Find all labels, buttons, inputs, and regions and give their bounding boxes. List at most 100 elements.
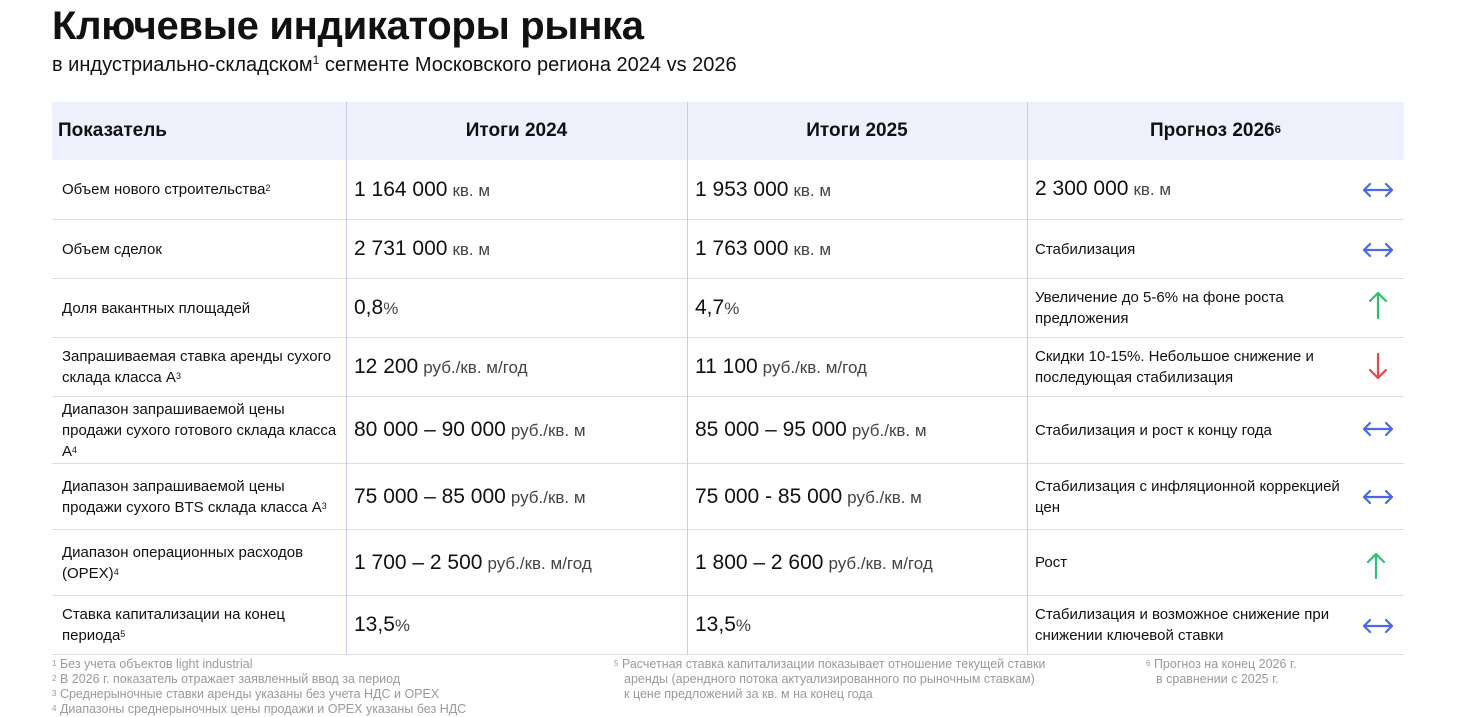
- footnote-text: Прогноз на конец 2026 г.: [1153, 657, 1297, 671]
- table-cell: Стабилизация и рост к концу года: [1027, 397, 1404, 464]
- table-cell: 4,7%: [687, 279, 1027, 338]
- column-separator: [687, 102, 688, 655]
- table-cell: Диапазон операционных расходов (OPEX)4: [52, 530, 346, 596]
- footnote-ref: 6: [1274, 123, 1281, 136]
- table-cell: Объем сделок: [52, 220, 346, 279]
- forecast-text: Увеличение до 5-6% на фоне роста предлож…: [1035, 289, 1284, 327]
- forecast-text: Стабилизация: [1035, 240, 1136, 258]
- value: 13,5%: [695, 613, 751, 637]
- value-number: 13,5: [695, 613, 736, 636]
- row-label: Запрашиваемая ставка аренды сухого склад…: [62, 346, 338, 388]
- value: 75 000 – 85 000 руб./кв. м: [354, 485, 586, 509]
- footnote-line: аренды (арендного потока актуализированн…: [614, 672, 1045, 687]
- table-cell: Увеличение до 5-6% на фоне роста предлож…: [1027, 279, 1404, 338]
- footnote-ref: 3: [175, 371, 181, 382]
- value: 11 100 руб./кв. м/год: [695, 355, 867, 379]
- footnote-text: Расчетная ставка капитализации показывае…: [621, 657, 1046, 671]
- value-number: 1 164 000: [354, 177, 448, 201]
- header-text: Итоги 2025: [806, 120, 908, 141]
- forecast-text: Рост: [1035, 554, 1068, 571]
- table-cell: 1 953 000 кв. м: [687, 160, 1027, 220]
- table-cell: 80 000 – 90 000 руб./кв. м: [346, 397, 687, 464]
- table-cell: 13,5%: [346, 596, 687, 655]
- value: 1 700 – 2 500 руб./кв. м/год: [354, 551, 592, 575]
- footnote-line: 1 Без учета объектов light industrial: [52, 657, 466, 672]
- arrow-down: [1368, 352, 1388, 380]
- table-cell: Объем нового строительства2: [52, 160, 346, 220]
- table-cell: 13,5%: [687, 596, 1027, 655]
- footnote-mark: 1: [52, 659, 57, 669]
- label-text: Диапазон запрашиваемой цены продажи сухо…: [62, 400, 337, 460]
- forecast-text: Скидки 10-15%. Небольшое снижение и посл…: [1035, 348, 1314, 386]
- row-label: Объем нового строительства2: [62, 179, 270, 200]
- row-label: Объем сделок: [62, 239, 162, 260]
- forecast-text: Стабилизация с инфляционной коррекцией ц…: [1035, 477, 1340, 516]
- arrow-up: [1368, 291, 1388, 320]
- label-text: Ставка капитализации на конец периода: [62, 606, 285, 644]
- footnote-line: 4 Диапазоны среднерыночных цены продажи …: [52, 702, 466, 717]
- arrow-both: [1362, 421, 1394, 437]
- footnote-column: 5 Расчетная ставка капитализации показыв…: [614, 657, 1045, 702]
- header-text: Прогноз 2026: [1150, 120, 1275, 141]
- table-cell: Скидки 10-15%. Небольшое снижение и посл…: [1027, 338, 1404, 397]
- footnote-column: 6 Прогноз на конец 2026 г. в сравнении с …: [1146, 657, 1296, 687]
- footnote-text: аренды (арендного потока актуализированн…: [624, 672, 1035, 686]
- footnote-ref: 4: [72, 444, 78, 455]
- value: 80 000 – 90 000 руб./кв. м: [354, 418, 586, 442]
- value-unit: руб./кв. м: [510, 487, 586, 507]
- value-number: 85 000 – 95 000: [695, 418, 847, 441]
- label-text: Объем сделок: [62, 240, 162, 258]
- value-number: 1 800 – 2 600: [695, 550, 824, 574]
- trend-icons: [1362, 182, 1394, 634]
- value: 2 731 000 кв. м: [354, 237, 490, 261]
- footnote-column: 1 Без учета объектов light industrial 2 В…: [52, 657, 466, 717]
- value-unit: кв. м: [452, 240, 491, 259]
- footnote-line: в сравнении с 2025 г.: [1146, 672, 1296, 687]
- table-cell: 12 200 руб./кв. м/год: [346, 338, 687, 397]
- footnote-ref: 3: [321, 500, 327, 511]
- header-cell: Прогноз 2026 6: [1027, 102, 1404, 160]
- subtitle-text: сегменте Московского региона 2024 vs 202…: [324, 54, 737, 76]
- table-cell: 11 100 руб./кв. м/год: [687, 338, 1027, 397]
- table-cell: 2 300 000 кв. м: [1027, 160, 1404, 220]
- row-label: Диапазон запрашиваемой цены продажи сухо…: [62, 476, 338, 518]
- footnote-ref: 4: [113, 566, 119, 577]
- footnote-text: Среднерыночные ставки аренды указаны без…: [59, 687, 440, 701]
- column-separator: [346, 102, 347, 655]
- title: Ключевые индикаторы рынка: [52, 4, 644, 48]
- table-cell: Доля вакантных площадей: [52, 279, 346, 338]
- table-cell: Запрашиваемая ставка аренды сухого склад…: [52, 338, 346, 397]
- footnote-text: В 2026 г. показатель отражает заявленный…: [59, 672, 401, 686]
- arrow-both: [1362, 242, 1394, 258]
- row-label: Ставка капитализации на конец периода5: [62, 604, 338, 646]
- value-number: 2 300 000: [1035, 177, 1129, 200]
- arrow-up: [1366, 552, 1386, 580]
- label-text: Диапазон операционных расходов (OPEX): [62, 543, 304, 582]
- table-cell: Ставка капитализации на конец периода5: [52, 596, 346, 655]
- footnote-text: Диапазоны среднерыночных цены продажи и …: [59, 702, 467, 716]
- value-unit: руб./кв. м/год: [423, 358, 528, 377]
- table-cell: 1 763 000 кв. м: [687, 220, 1027, 279]
- value-unit: кв. м: [793, 180, 832, 200]
- footnote-ref: 2: [265, 183, 271, 194]
- value-unit: %: [724, 299, 740, 318]
- subtitle: в индустриально-складском1 сегменте Моск…: [52, 53, 737, 77]
- value-unit: руб./кв. м/год: [487, 553, 592, 573]
- value-number: 80 000 – 90 000: [354, 418, 506, 441]
- value-unit: кв. м: [793, 240, 832, 259]
- value-unit: руб./кв. м: [510, 421, 586, 440]
- table-cell: 75 000 - 85 000 руб./кв. м: [687, 464, 1027, 530]
- value-number: 75 000 - 85 000: [695, 484, 843, 508]
- footnote-line: 2 В 2026 г. показатель отражает заявленн…: [52, 672, 466, 687]
- footnote-text: к цене предложений за кв. м на конец год…: [624, 687, 873, 701]
- arrow-both: [1362, 489, 1394, 505]
- row-label: Диапазон запрашиваемой цены продажи сухо…: [62, 399, 338, 462]
- footnote-mark: 6: [1146, 659, 1151, 669]
- subtitle-text: в индустриально-складском: [52, 54, 313, 76]
- footnote-line: 6 Прогноз на конец 2026 г.: [1146, 657, 1296, 672]
- value: 1 800 – 2 600 руб./кв. м/год: [695, 551, 933, 575]
- value: 85 000 – 95 000 руб./кв. м: [695, 418, 927, 442]
- value-number: 0,8: [354, 296, 384, 319]
- value-unit: %: [735, 616, 751, 635]
